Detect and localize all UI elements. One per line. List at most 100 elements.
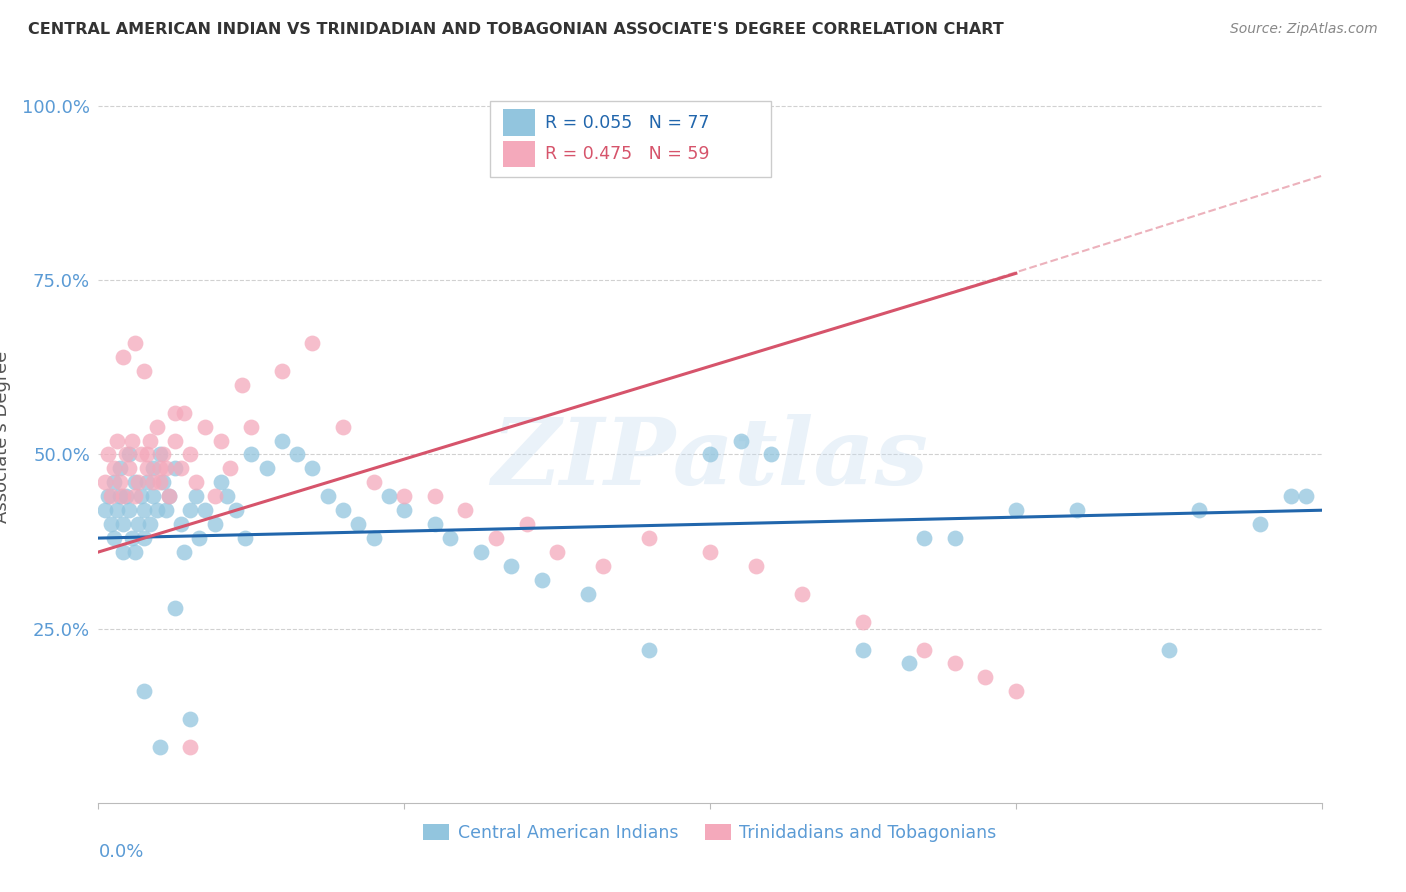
Point — [149, 475, 172, 490]
Point — [974, 670, 997, 684]
Point — [215, 489, 238, 503]
Point — [301, 336, 323, 351]
Point — [179, 740, 201, 755]
Point — [912, 642, 935, 657]
Point — [637, 531, 661, 545]
Point — [1004, 684, 1026, 698]
Point — [285, 448, 308, 462]
Point — [454, 503, 477, 517]
Point — [111, 489, 134, 503]
Point — [163, 406, 186, 420]
Point — [363, 475, 385, 490]
Text: R = 0.475   N = 59: R = 0.475 N = 59 — [546, 145, 710, 163]
Point — [759, 448, 782, 462]
Point — [592, 558, 614, 573]
Point — [142, 489, 165, 503]
Point — [152, 475, 174, 490]
FancyBboxPatch shape — [489, 101, 772, 178]
Point — [943, 657, 966, 671]
Point — [363, 531, 385, 545]
Point — [111, 545, 134, 559]
Point — [121, 434, 143, 448]
Point — [745, 558, 768, 573]
Point — [108, 461, 131, 475]
Point — [576, 587, 599, 601]
Point — [139, 517, 162, 532]
Y-axis label: Associate's Degree: Associate's Degree — [0, 351, 11, 524]
Point — [142, 475, 165, 490]
Point — [136, 475, 159, 490]
Point — [111, 350, 134, 364]
Point — [423, 489, 446, 503]
Point — [699, 545, 721, 559]
Point — [115, 448, 138, 462]
Point — [699, 448, 721, 462]
Point — [943, 531, 966, 545]
Point — [1188, 503, 1211, 517]
Point — [790, 587, 813, 601]
Point — [423, 517, 446, 532]
Point — [124, 489, 146, 503]
Point — [378, 489, 401, 503]
Point — [152, 448, 174, 462]
Point — [93, 475, 115, 490]
Point — [179, 448, 201, 462]
Point — [124, 545, 146, 559]
Point — [1066, 503, 1088, 517]
Point — [97, 489, 120, 503]
Point — [103, 475, 125, 490]
Point — [173, 545, 195, 559]
Point — [173, 406, 195, 420]
Point — [912, 531, 935, 545]
Point — [111, 517, 134, 532]
Point — [157, 489, 180, 503]
Point — [225, 503, 247, 517]
Point — [134, 531, 156, 545]
Point — [145, 503, 167, 517]
Point — [392, 503, 416, 517]
Point — [233, 531, 256, 545]
Point — [124, 475, 146, 490]
Point — [332, 503, 354, 517]
Point — [194, 503, 217, 517]
Point — [852, 642, 875, 657]
Point — [240, 448, 263, 462]
Point — [204, 517, 226, 532]
Point — [149, 740, 172, 755]
Point — [163, 434, 186, 448]
Point — [897, 657, 920, 671]
Point — [121, 531, 143, 545]
Point — [219, 461, 242, 475]
Point — [186, 489, 208, 503]
Point — [100, 517, 122, 532]
Point — [186, 475, 208, 490]
Point — [231, 377, 253, 392]
Point — [852, 615, 875, 629]
Point — [103, 531, 125, 545]
Point — [145, 419, 167, 434]
Point — [163, 461, 186, 475]
Point — [209, 475, 232, 490]
FancyBboxPatch shape — [503, 110, 536, 136]
Point — [301, 461, 323, 475]
Point — [530, 573, 553, 587]
Point — [170, 517, 193, 532]
Point — [127, 475, 149, 490]
Point — [179, 712, 201, 726]
FancyBboxPatch shape — [503, 141, 536, 167]
Point — [127, 517, 149, 532]
Point — [134, 684, 156, 698]
Text: ZIPatlas: ZIPatlas — [492, 414, 928, 504]
Point — [730, 434, 752, 448]
Point — [1249, 517, 1271, 532]
Point — [1279, 489, 1302, 503]
Point — [93, 503, 115, 517]
Point — [136, 448, 159, 462]
Point — [155, 503, 177, 517]
Point — [97, 448, 120, 462]
Point — [118, 461, 141, 475]
Point — [516, 517, 538, 532]
Point — [270, 364, 292, 378]
Point — [129, 489, 152, 503]
Point — [316, 489, 339, 503]
